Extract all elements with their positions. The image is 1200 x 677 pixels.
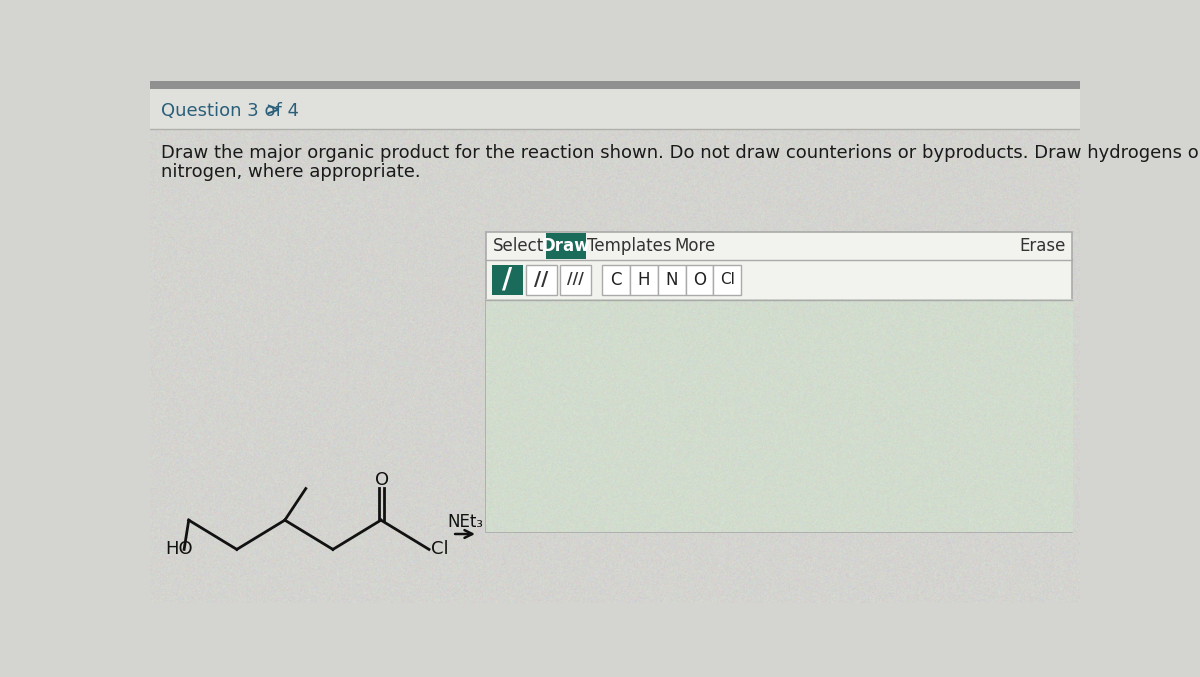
Bar (150, 81, 1080, 89)
Bar (602, 265, 630, 294)
Text: NEt₃: NEt₃ (448, 512, 484, 531)
Text: Question 3 of 4: Question 3 of 4 (161, 102, 299, 120)
Text: Draw: Draw (542, 237, 590, 255)
Bar (546, 233, 587, 259)
Text: nitrogen, where appropriate.: nitrogen, where appropriate. (161, 163, 420, 181)
Bar (714, 265, 742, 294)
Text: Select: Select (492, 237, 544, 255)
Text: Erase: Erase (1020, 237, 1066, 255)
Text: Cl: Cl (431, 540, 448, 559)
Bar (658, 265, 685, 294)
Text: O: O (374, 471, 389, 489)
Bar (526, 265, 557, 294)
Text: More: More (674, 237, 715, 255)
Text: Cl: Cl (720, 272, 734, 288)
Bar (560, 265, 590, 294)
Text: ///: /// (568, 272, 584, 288)
Text: //: // (534, 270, 548, 289)
Text: HO: HO (166, 540, 193, 559)
Bar (492, 265, 523, 294)
Bar (486, 232, 1073, 532)
Text: Draw the major organic product for the reaction shown. Do not draw counterions o: Draw the major organic product for the r… (161, 144, 1200, 162)
Bar (630, 265, 658, 294)
Bar (150, 89, 1080, 129)
Text: >: > (265, 102, 280, 120)
Text: C: C (610, 271, 622, 289)
Text: /: / (503, 266, 512, 294)
Text: Templates: Templates (587, 237, 671, 255)
Text: N: N (665, 271, 678, 289)
Bar (685, 265, 714, 294)
Text: O: O (692, 271, 706, 289)
Text: H: H (637, 271, 650, 289)
